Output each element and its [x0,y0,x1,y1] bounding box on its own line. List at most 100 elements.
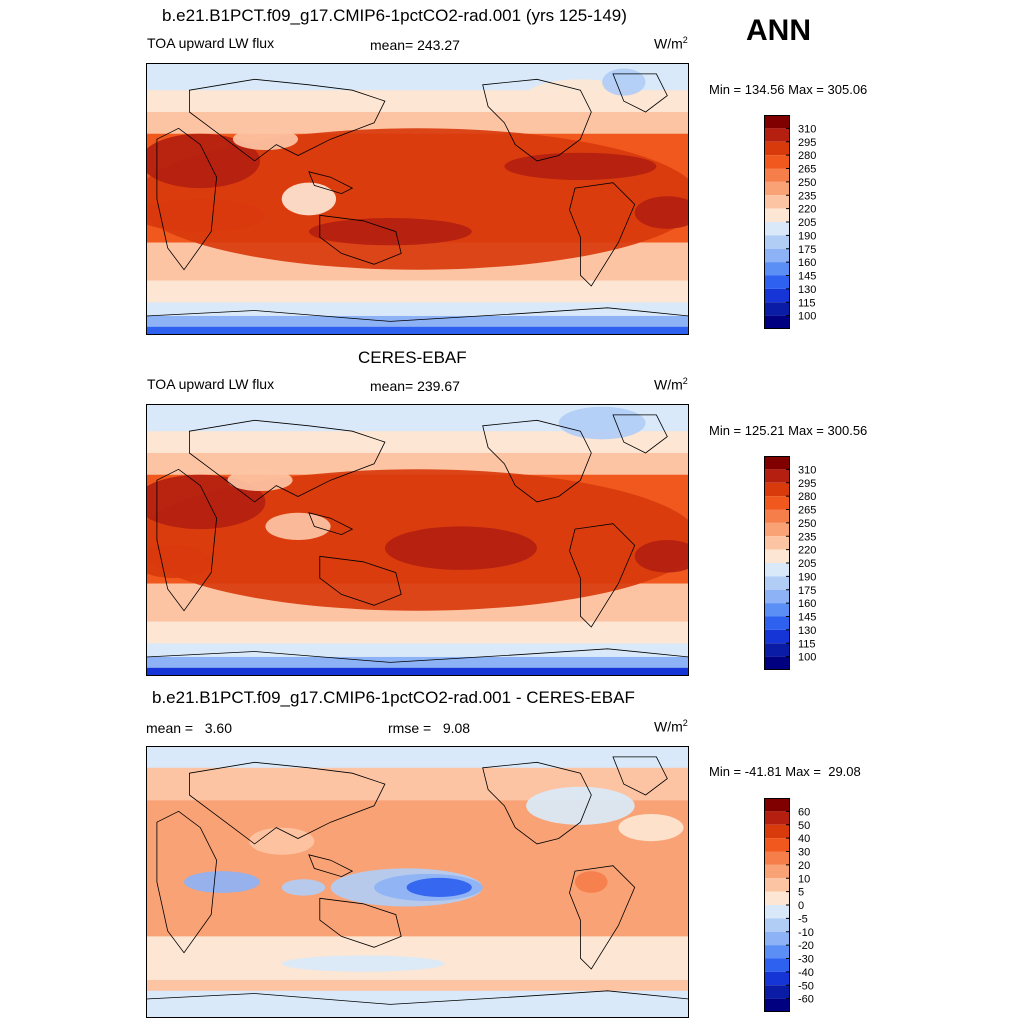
min-max-label: Min = -41.81 Max = 29.08 [709,764,861,779]
colorbar-swatch [764,643,790,657]
colorbar-tick-label: -10 [798,927,814,939]
mean-label: mean= 243.27 [370,37,460,53]
colorbar-swatch [764,509,790,523]
coastline [482,78,592,162]
colorbar-swatch [764,878,790,892]
units-sup: 2 [682,376,688,386]
variable-label: TOA upward LW flux [147,376,275,392]
colorbar-tick-label: 220 [798,204,816,216]
coastline [612,414,668,454]
colorbar-swatch [764,469,790,483]
colorbar-tick-label: 295 [798,478,816,490]
colorbar-tick-label: 250 [798,177,816,189]
colorbar-model: 3102952802652502352202051901751601451301… [764,115,816,329]
units-text: W/m [654,35,683,52]
contour-blob [146,474,266,530]
colorbar-tick-label: 160 [798,257,816,269]
contour-blob [227,469,293,492]
season-label: ANN [746,14,811,47]
colorbar-tick-label: 205 [798,217,816,229]
colorbar-swatch [764,798,790,812]
colorbar-tick-label: 235 [798,190,816,202]
colorbar-swatch [764,589,790,604]
colorbar-swatch [764,456,790,470]
colorbar-swatch [764,141,790,156]
colorbar-tick-label: -20 [798,940,814,952]
units-text: W/m [654,376,683,393]
colorbar-tick-label: 280 [798,150,816,162]
colorbar-tick-label: 265 [798,164,816,176]
units-label: W/m2 [654,35,688,52]
coastline [319,214,402,265]
colorbar-tick-label: 250 [798,518,816,530]
coastline [189,761,386,845]
colorbar-swatch [764,115,790,129]
contour-blob [249,827,315,855]
colorbar-swatch [764,168,790,182]
coastline [569,523,636,628]
contour-blob [406,877,472,897]
coastline [146,648,689,663]
colorbar-tick-label: -60 [798,994,814,1006]
colorbar-tick-label: 175 [798,585,816,597]
contour-blob [526,786,635,825]
colorbar-swatch [764,824,790,839]
contour-blob [232,128,299,151]
colorbar-tick-label: 265 [798,505,816,517]
contour-band [146,280,689,303]
panel-title: CERES-EBAF [358,348,467,367]
panel-title: b.e21.B1PCT.f09_g17.CMIP6-1pctCO2-rad.00… [162,6,627,25]
colorbar-tick-label: 30 [798,847,810,859]
contour-blob [504,152,657,180]
colorbar-swatch [764,958,790,972]
coastline [308,171,354,195]
colorbar-swatch [764,985,790,999]
coastline [319,555,402,606]
colorbar-swatch [764,128,790,142]
mean-label: mean = 3.60 [146,720,233,736]
map-field [146,63,689,335]
colorbar-tick-label: 205 [798,558,816,570]
colorbar-swatch [764,248,790,263]
colorbar-swatch [764,482,790,497]
map-frame [146,404,689,676]
coastline [319,897,402,948]
units-sup: 2 [682,718,688,728]
colorbar-tick-label: 5 [798,887,804,899]
contour-band [146,667,689,676]
contour-band [146,302,689,316]
colorbar-swatch [764,656,790,670]
colorbar-tick-label: 280 [798,491,816,503]
map-frame [146,746,689,1018]
colorbar-swatch [764,616,790,630]
coastline [189,419,386,503]
colorbar-swatch [764,302,790,316]
colorbar-tick-label: 40 [798,833,810,845]
coastline [308,854,354,878]
min-max-label: Min = 134.56 Max = 305.06 [709,82,868,97]
map-model [146,63,689,335]
colorbar-tick-label: 235 [798,531,816,543]
contour-blob [146,545,212,579]
map-frame [146,63,689,335]
colorbar-swatch [764,629,790,644]
colorbar-tick-label: 190 [798,571,816,583]
colorbar-swatch [764,536,790,550]
map-field [146,746,689,1018]
colorbar-swatch [764,971,790,986]
colorbar-observation: 3102952802652502352202051901751601451301… [764,456,816,670]
contour-band [146,621,689,644]
coastline [569,865,636,970]
mean-label: mean= 239.67 [370,378,460,394]
contour-band [146,643,689,657]
contour-blob [574,871,608,893]
contour-band [146,990,689,1018]
colorbar-swatch [764,262,790,276]
coastline [156,127,218,271]
colorbar-tick-label: 115 [798,638,816,650]
min-max-label: Min = 125.21 Max = 300.56 [709,423,868,438]
colorbar-tick-label: 145 [798,271,816,283]
colorbar-swatch [764,931,790,946]
coastline [146,307,689,322]
